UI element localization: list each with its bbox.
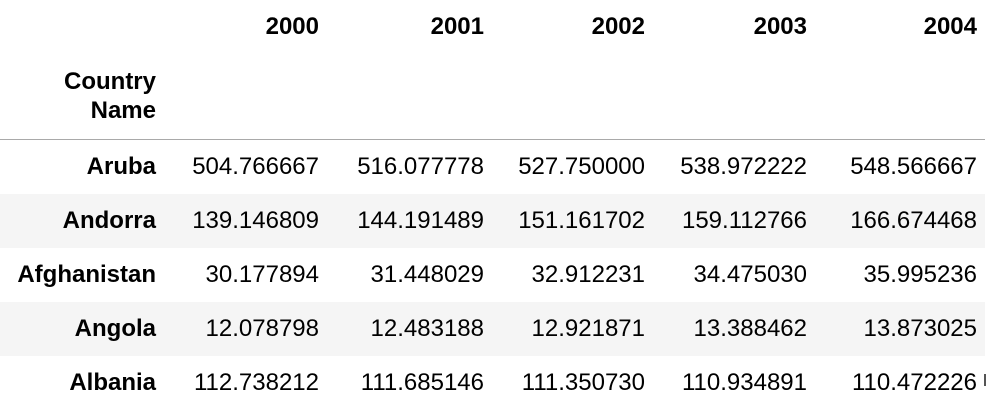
table-cell: 151.161702 [518, 206, 645, 234]
table-cell: 12.483188 [370, 314, 484, 342]
table-cell: 516.077778 [357, 152, 484, 180]
row-label: Afghanistan [17, 260, 156, 288]
scroll-edge-mark [984, 374, 986, 386]
column-header: 2001 [430, 13, 484, 40]
table-cell: 111.350730 [521, 368, 645, 396]
table-cell: 111.685146 [360, 368, 484, 396]
index-name-text: Country Name [64, 67, 156, 124]
table-cell: 159.112766 [681, 206, 807, 234]
table-body: Aruba 504.766667 516.077778 527.750000 5… [0, 140, 985, 404]
table-cell: 112.738212 [193, 368, 319, 396]
blank-corner-cell [0, 0, 164, 54]
blank-cell [815, 54, 985, 140]
blank-cell [164, 54, 327, 140]
table-cell: 13.388462 [693, 314, 807, 342]
column-header: 2002 [591, 13, 645, 40]
table-cell: 12.921871 [531, 314, 645, 342]
table-cell: 139.146809 [192, 206, 319, 234]
table-cell: 110.934891 [681, 368, 807, 396]
table-cell: 34.475030 [693, 260, 807, 288]
index-name-label: Country Name [0, 54, 164, 140]
table-cell: 538.972222 [680, 152, 807, 180]
table-row: Afghanistan 30.177894 31.448029 32.91223… [0, 248, 985, 302]
table-cell: 30.177894 [205, 260, 319, 288]
table-cell: 144.191489 [357, 206, 484, 234]
table-cell: 12.078798 [205, 314, 319, 342]
column-header-row: 2000 2001 2002 2003 2004 [0, 0, 985, 54]
row-label: Angola [74, 314, 156, 342]
row-label: Andorra [62, 206, 156, 234]
blank-cell [327, 54, 492, 140]
blank-cell [653, 54, 815, 140]
column-header: 2003 [753, 13, 807, 40]
index-name-row: Country Name [0, 54, 985, 140]
column-header: 2004 [923, 13, 977, 40]
blank-cell [492, 54, 653, 140]
table-row: Aruba 504.766667 516.077778 527.750000 5… [0, 140, 985, 194]
row-label: Aruba [86, 152, 156, 180]
table-cell: 527.750000 [518, 152, 645, 180]
table-row: Andorra 139.146809 144.191489 151.161702… [0, 193, 985, 248]
table-row: Angola 12.078798 12.483188 12.921871 13.… [0, 301, 985, 356]
table-cell: 32.912231 [531, 260, 645, 288]
column-header: 2000 [265, 13, 319, 40]
table-cell: 35.995236 [863, 260, 977, 288]
table-cell: 31.448029 [370, 260, 484, 288]
table-row: Albania 112.738212 111.685146 111.350730… [0, 356, 985, 404]
table-cell: 166.674468 [850, 206, 977, 234]
table-cell: 110.472226 [851, 368, 977, 396]
table-cell: 548.566667 [850, 152, 977, 180]
table-header: 2000 2001 2002 2003 2004 Country Name [0, 0, 985, 140]
table-cell: 504.766667 [192, 152, 319, 180]
table-cell: 13.873025 [863, 314, 977, 342]
row-label: Albania [69, 368, 156, 396]
